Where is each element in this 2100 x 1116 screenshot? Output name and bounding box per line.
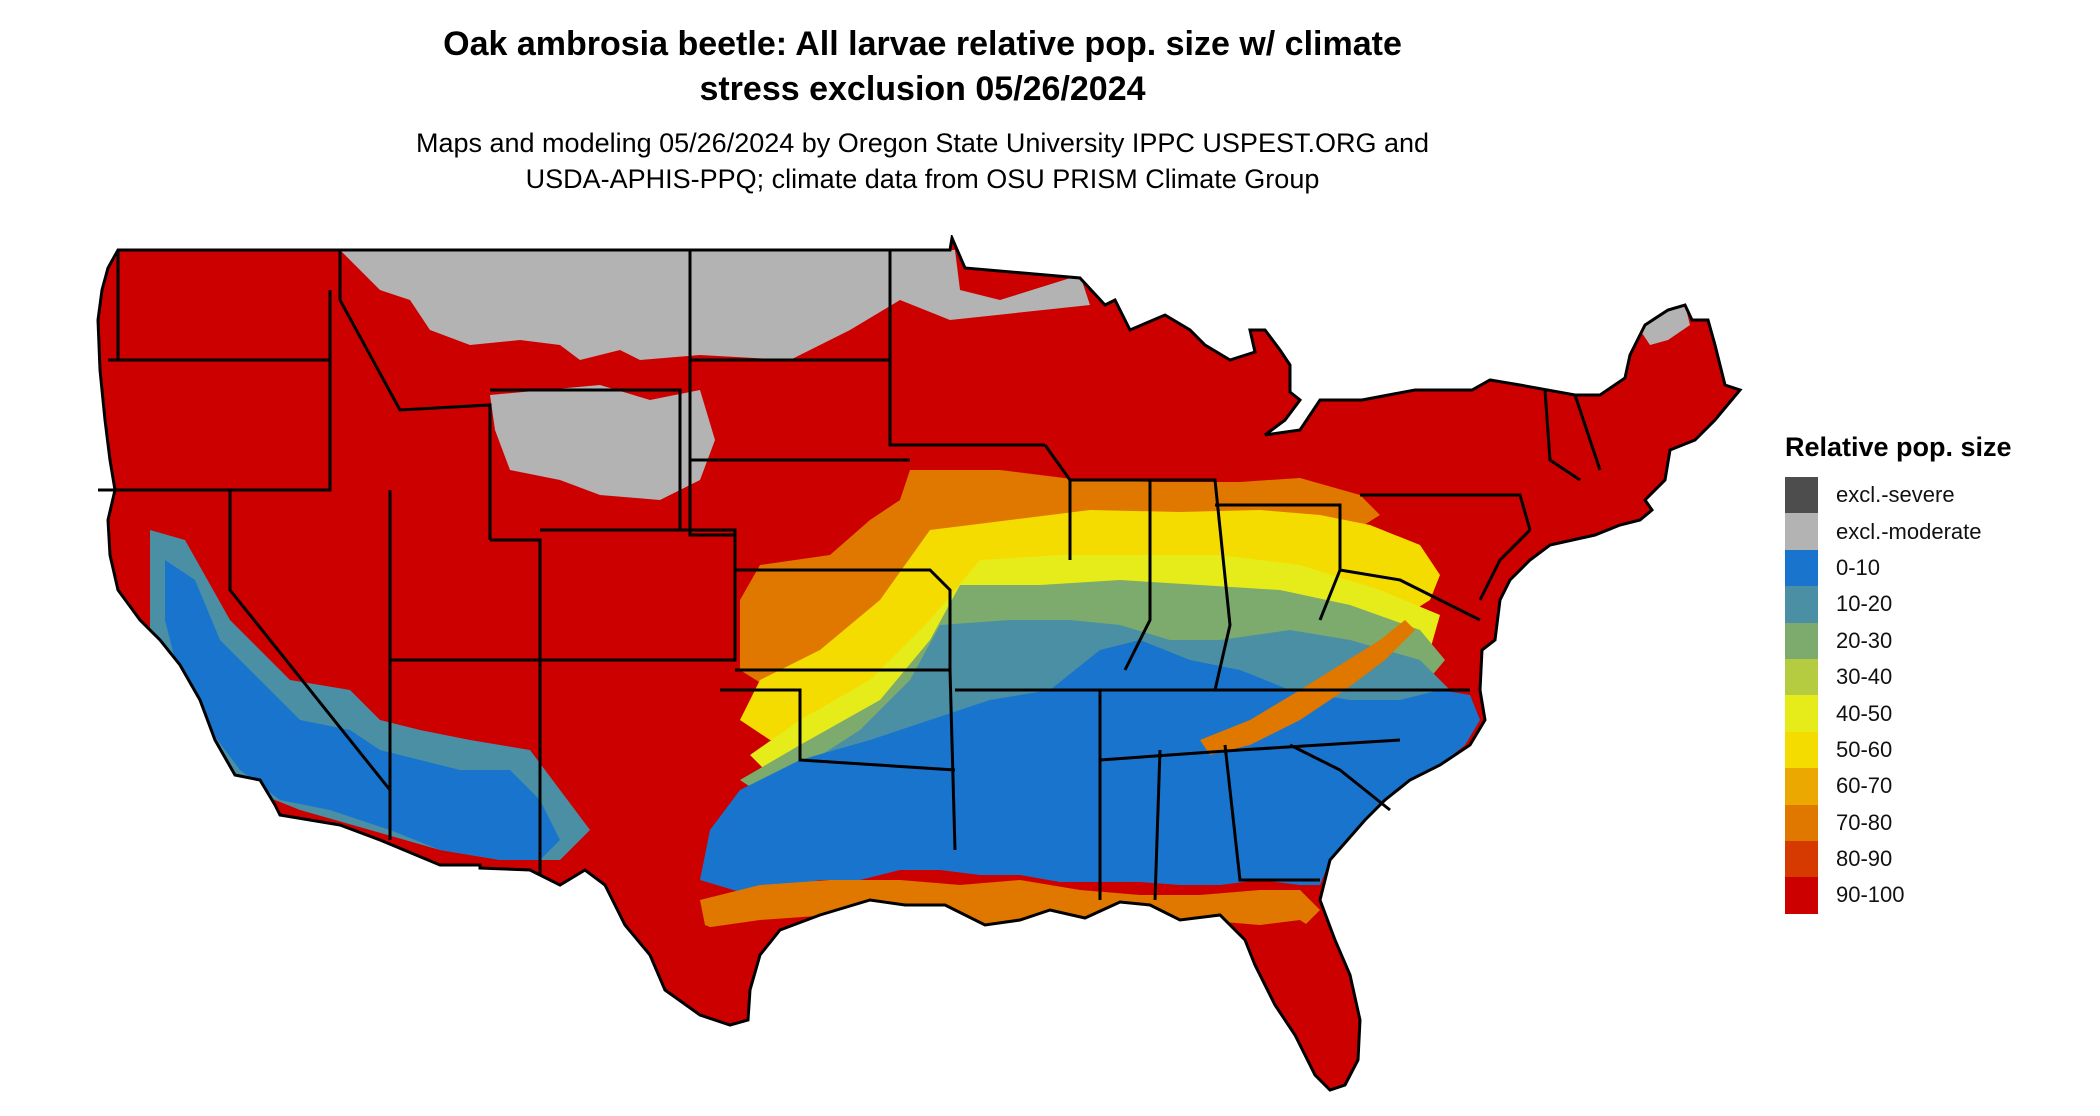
state-line-11 (680, 528, 737, 660)
legend-label: excl.-moderate (1836, 518, 1982, 544)
state-line-4 (228, 490, 392, 791)
state-line-22 (1150, 478, 1232, 691)
subtitle-line-1: Maps and modeling 05/26/2024 by Oregon S… (415, 128, 1430, 158)
legend-label: 30-40 (1836, 664, 1893, 690)
state-line-29 (1289, 743, 1391, 812)
legend-item: excl.-severe (1785, 477, 2085, 514)
legend-item: 0-10 (1785, 549, 2085, 587)
state-line-7 (390, 538, 542, 662)
map-subtitle: Maps and modeling 05/26/2024 by Oregon S… (0, 125, 1845, 197)
state-line-14 (688, 460, 735, 537)
legend-item: 60-70 (1785, 768, 2085, 805)
legend-item: 90-100 (1785, 877, 2085, 914)
legend-swatch (1785, 768, 1818, 805)
legend-swatch (1785, 549, 1818, 587)
legend: Relative pop. size excl.-severe excl.-mod… (1785, 432, 2085, 914)
state-line-34 (1478, 528, 1532, 601)
legend-label: excl.-severe (1836, 482, 1955, 508)
legend-swatch (1785, 695, 1818, 732)
state-line-33 (1573, 394, 1602, 471)
state-line-21 (1070, 478, 1152, 671)
legend-title: Relative pop. size (1785, 432, 2012, 462)
legend-label: 0-10 (1836, 554, 1881, 580)
state-line-6 (338, 250, 492, 540)
legend-label: 40-50 (1836, 700, 1893, 726)
legend-swatch (1785, 586, 1818, 623)
legend-item: 50-60 (1785, 731, 2085, 769)
us-population-map (96, 236, 1742, 1092)
title-line-1: Oak ambrosia beetle: All larvae relative… (443, 25, 1402, 63)
state-line-28 (1223, 744, 1320, 882)
legend-swatch (1785, 840, 1818, 878)
legend-swatch (1785, 477, 1818, 514)
subtitle-line-2: USDA-APHIS-PPQ; climate data from OSU PR… (525, 164, 1320, 194)
legend-swatch (1785, 804, 1818, 841)
legend-swatch (1785, 658, 1818, 696)
legend-swatch (1785, 731, 1818, 769)
state-line-31 (1360, 493, 1532, 531)
legend-swatch (1785, 877, 1818, 914)
layer-excl-moderate-mountain (490, 385, 715, 500)
state-line-18 (720, 688, 956, 772)
legend-label: 60-70 (1836, 773, 1893, 799)
legend-label: 20-30 (1836, 627, 1893, 653)
legend-items: excl.-severe excl.-moderate 0-10 10-20 20-30… (1785, 477, 2085, 914)
layer-appalachian-ridge (1200, 620, 1415, 755)
state-line-32 (1543, 389, 1581, 482)
legend-item: 30-40 (1785, 658, 2085, 696)
state-line-3 (98, 360, 332, 492)
state-line-25 (1099, 738, 1401, 762)
map-fill (98, 238, 1740, 1090)
state-line-27 (1153, 749, 1162, 901)
state-line-23 (1215, 503, 1342, 621)
legend-item: 70-80 (1785, 804, 2085, 841)
legend-label: 10-20 (1836, 591, 1893, 617)
state-line-16 (735, 568, 952, 670)
state-line-17 (735, 668, 957, 851)
title-line-2: stress exclusion 05/26/2024 (699, 70, 1146, 108)
state-boundaries (98, 250, 1602, 901)
layer-gulf-coast (680, 915, 1365, 1090)
legend-label: 70-80 (1836, 809, 1893, 835)
legend-label: 90-100 (1836, 882, 1905, 908)
legend-item: 80-90 (1785, 840, 2085, 878)
legend-swatch (1785, 513, 1818, 550)
state-line-30 (1339, 568, 1481, 622)
legend-item: 40-50 (1785, 695, 2085, 732)
state-line-8 (490, 388, 682, 532)
legend-item: excl.-moderate (1785, 513, 2085, 550)
legend-item: 10-20 (1785, 586, 2085, 623)
legend-label: 50-60 (1836, 736, 1893, 762)
legend-swatch (1785, 622, 1818, 659)
legend-label: 80-90 (1836, 846, 1893, 872)
legend-item: 20-30 (1785, 622, 2085, 659)
map-title: Oak ambrosia beetle: All larvae relative… (0, 22, 1845, 112)
layer-excl-moderate-maine (1640, 305, 1690, 345)
layer-excl-moderate-north (340, 250, 1090, 360)
state-line-15 (888, 250, 1045, 447)
